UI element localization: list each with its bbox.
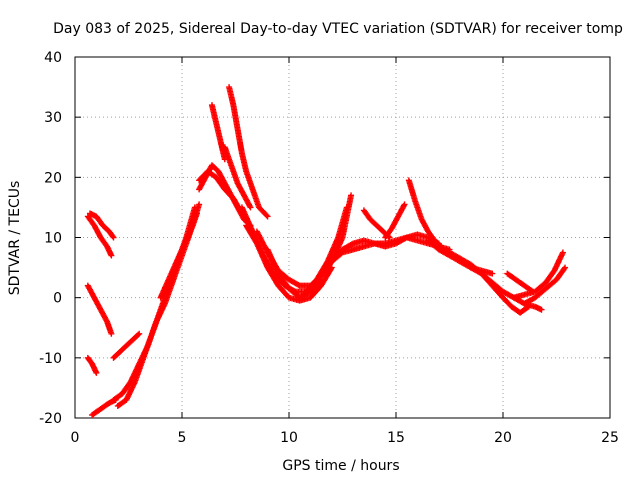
- y-tick-label: 40: [44, 50, 62, 66]
- series-arc-1: [86, 210, 117, 241]
- data-point: [110, 234, 117, 241]
- series-rise-3: [157, 201, 203, 301]
- series-mid-4: [382, 201, 408, 241]
- data-point: [524, 304, 531, 311]
- axis-ticks: 0 5 10 15 20 25 -20 -10 0 10 20 30 40: [39, 50, 619, 446]
- data-point: [559, 249, 566, 256]
- data-point: [538, 306, 545, 313]
- data-point: [247, 204, 254, 211]
- series-rise-2: [114, 204, 198, 409]
- data-point: [108, 252, 115, 259]
- series-late-4: [504, 270, 536, 295]
- y-tick-label: 10: [44, 231, 62, 247]
- data-point: [264, 213, 271, 220]
- data-point: [401, 201, 408, 208]
- data-point: [108, 330, 115, 337]
- grid-lines: [75, 57, 610, 418]
- x-tick-label: 25: [601, 430, 619, 446]
- series-arc-2: [84, 213, 115, 259]
- x-tick-label: 15: [387, 430, 405, 446]
- series-late-6: [521, 264, 569, 307]
- data-point: [263, 212, 270, 219]
- series-late-5: [510, 249, 566, 301]
- data-point: [196, 201, 203, 208]
- data-point: [93, 369, 100, 376]
- data-point: [318, 276, 325, 283]
- data-point: [525, 303, 532, 310]
- data-point: [489, 270, 496, 277]
- x-axis-label: GPS time / hours: [282, 458, 399, 474]
- data-point: [561, 265, 568, 272]
- y-axis-label: SDTVAR / TECUs: [7, 181, 23, 296]
- series-arc-4: [84, 354, 100, 376]
- series-arc-3: [84, 282, 115, 337]
- data-point: [348, 192, 355, 199]
- data-point: [136, 330, 143, 337]
- x-tick-label: 20: [494, 430, 512, 446]
- series-trough-d: [264, 246, 325, 301]
- data-point: [109, 233, 116, 240]
- data-marks: [84, 84, 569, 418]
- y-tick-label: 20: [44, 170, 62, 186]
- data-point: [562, 264, 569, 271]
- y-tick-label: -10: [39, 351, 62, 367]
- x-tick-label: 0: [71, 430, 80, 446]
- chart-title: Day 083 of 2025, Sidereal Day-to-day VTE…: [53, 21, 623, 37]
- series-steep-3: [221, 144, 254, 211]
- data-point: [135, 331, 142, 338]
- data-point: [317, 277, 324, 284]
- series-steep-2: [226, 84, 271, 220]
- series-late-3: [467, 264, 496, 277]
- x-tick-label: 5: [178, 430, 187, 446]
- y-tick-label: 30: [44, 110, 62, 126]
- y-tick-label: 0: [53, 291, 62, 307]
- series-arc-6: [110, 330, 143, 361]
- x-tick-label: 10: [280, 430, 298, 446]
- series-mid-5: [405, 177, 444, 250]
- y-tick-label: -20: [39, 411, 62, 427]
